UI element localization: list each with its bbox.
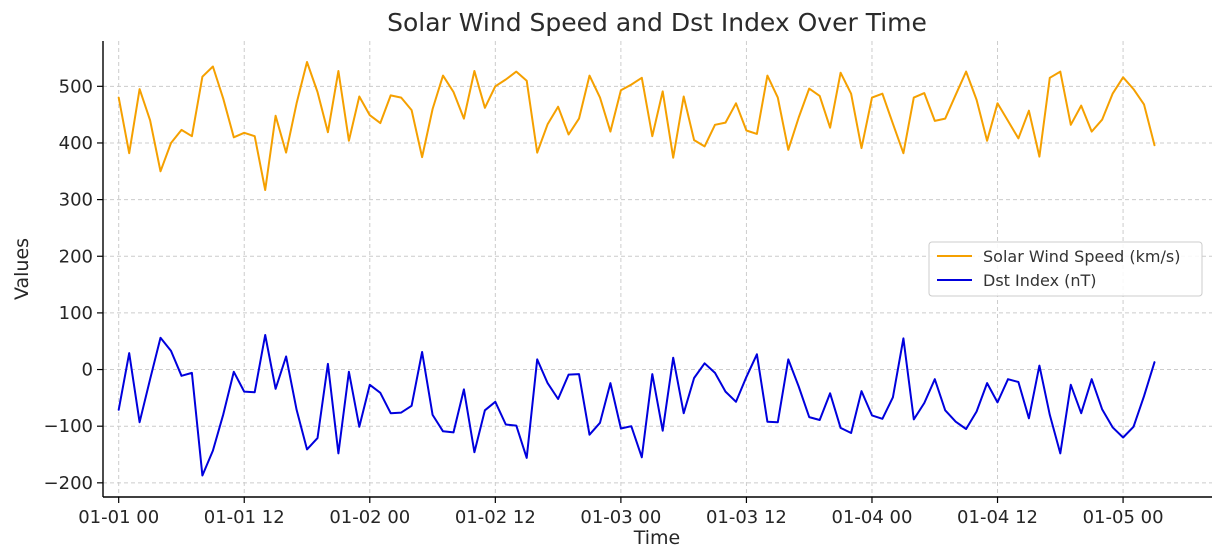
legend: Solar Wind Speed (km/s) Dst Index (nT): [928, 241, 1203, 297]
y-tick-label: −100: [44, 416, 93, 437]
y-tick-label: 0: [82, 360, 93, 381]
series-layer: [117, 61, 1156, 477]
chart-title: Solar Wind Speed and Dst Index Over Time: [387, 8, 927, 37]
x-tick-label: 01-03 00: [580, 507, 661, 528]
legend-label-dst-index: Dst Index (nT): [983, 271, 1097, 290]
y-tick-label: 400: [59, 133, 93, 154]
x-tick-label: 01-01 00: [78, 507, 159, 528]
y-tick-label: 200: [59, 246, 93, 267]
axes: [102, 41, 1212, 498]
legend-box: [928, 241, 1203, 297]
legend-label-solar-wind: Solar Wind Speed (km/s): [983, 247, 1180, 266]
series-line-solar-wind-speed: [117, 61, 1156, 191]
x-tick-label: 01-02 00: [329, 507, 410, 528]
y-tick-label: 500: [59, 76, 93, 97]
x-tick-label: 01-03 12: [706, 507, 787, 528]
x-axis-label: Time: [633, 527, 681, 549]
y-tick-label: −200: [44, 473, 93, 494]
x-tick-label: 01-01 12: [204, 507, 285, 528]
x-tick-label: 01-04 12: [957, 507, 1038, 528]
x-tick-label: 01-05 00: [1083, 507, 1164, 528]
ticks: −200 −100 0 100 200 300 400 500 01-01 00 01-01 12…: [44, 76, 1164, 528]
y-tick-label: 300: [59, 190, 93, 211]
y-tick-label: 100: [59, 303, 93, 324]
series-line-dst-index: [117, 334, 1156, 477]
x-tick-label: 01-02 12: [455, 507, 536, 528]
y-axis-label: Values: [11, 238, 33, 300]
x-tick-label: 01-04 00: [832, 507, 913, 528]
